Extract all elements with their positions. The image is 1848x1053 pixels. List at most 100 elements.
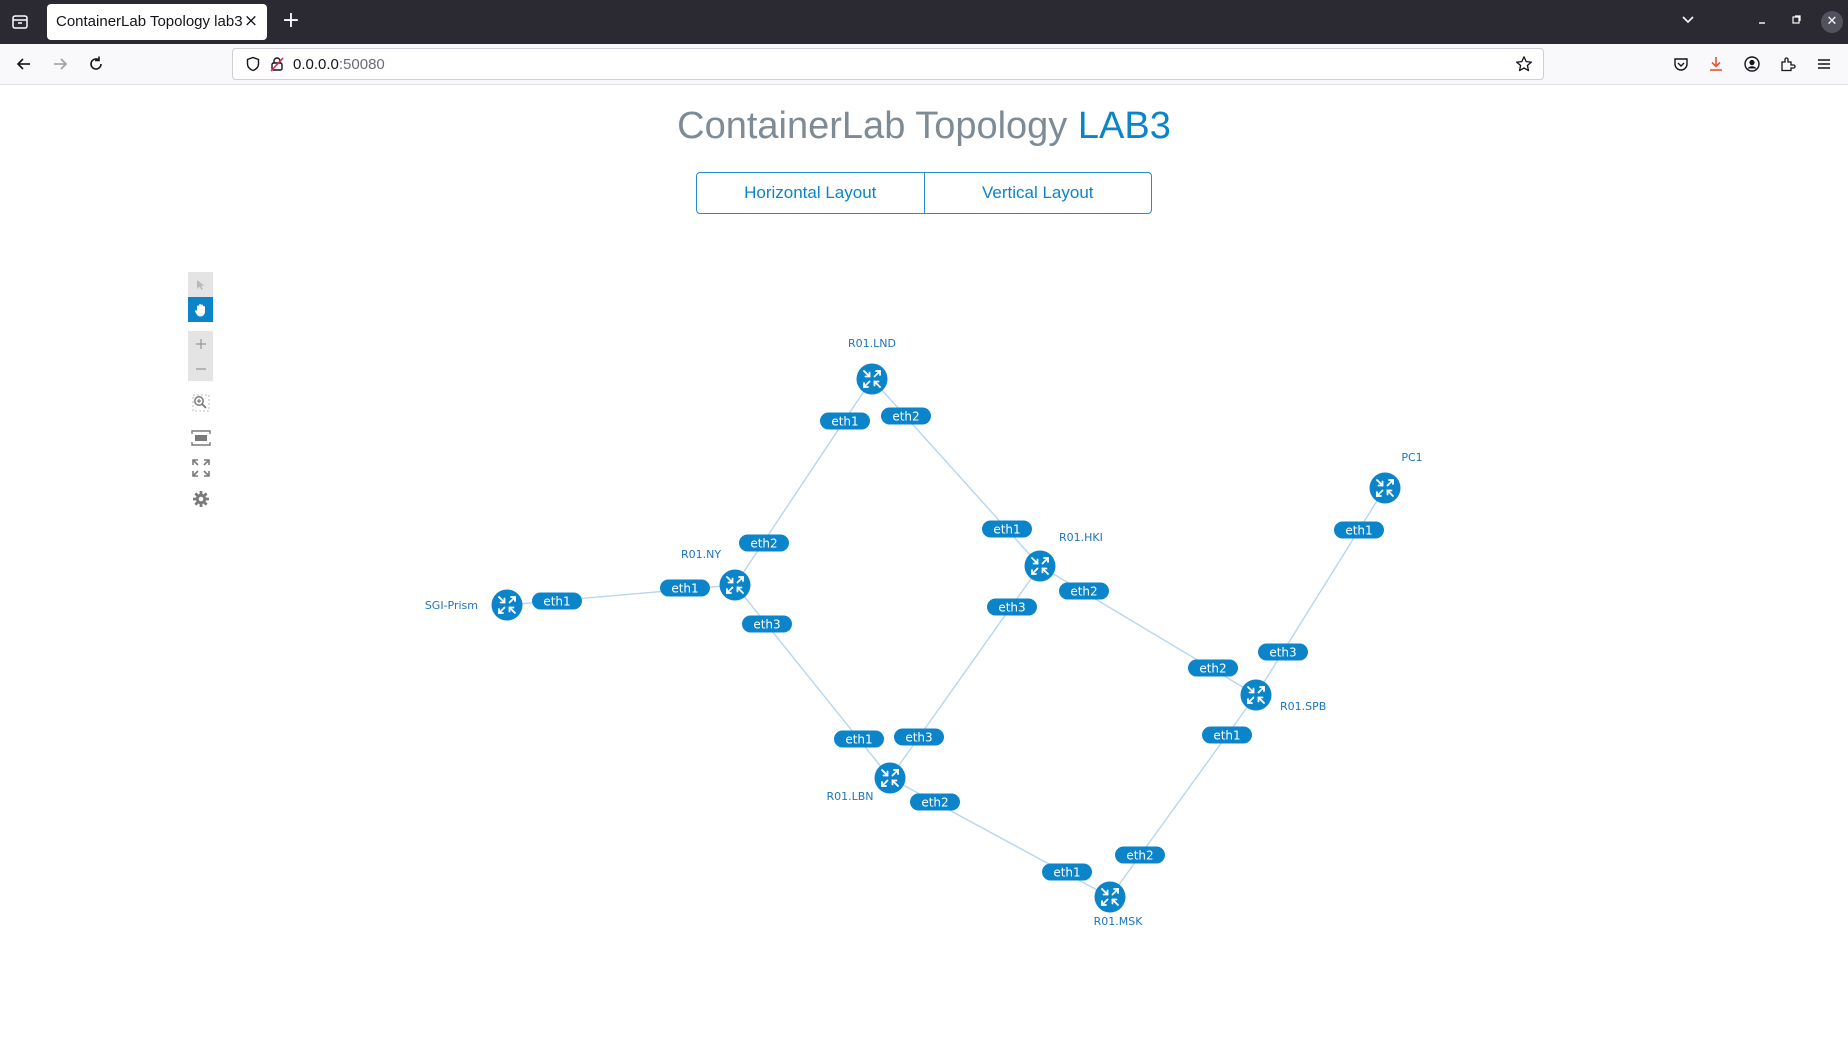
router-arrows-icon <box>1031 557 1049 575</box>
pocket-icon[interactable] <box>1669 52 1693 76</box>
port-pill <box>742 615 792 633</box>
link-pc1-spb[interactable] <box>1255 487 1386 696</box>
port-ny-eth3[interactable]: eth3 <box>742 615 792 633</box>
port-label: eth1 <box>831 414 858 428</box>
port-pill <box>894 728 944 746</box>
bookmark-star-icon[interactable] <box>1515 55 1533 77</box>
back-icon[interactable] <box>12 52 36 76</box>
pan-hand-icon[interactable] <box>188 297 213 322</box>
node-label: R01.LBN <box>826 790 873 803</box>
port-label: eth1 <box>543 594 570 608</box>
menu-icon[interactable] <box>1812 52 1836 76</box>
page-title: ContainerLab Topology LAB3 <box>0 105 1848 148</box>
node-hki[interactable]: R01.HKI <box>1024 531 1103 582</box>
port-pill <box>1059 582 1109 600</box>
new-tab-icon[interactable]: + <box>281 8 301 33</box>
link-lnd-ny[interactable] <box>734 378 873 586</box>
fullscreen-icon[interactable] <box>188 455 213 480</box>
extensions-icon[interactable] <box>1776 52 1800 76</box>
zoom-selection-icon[interactable] <box>188 390 213 415</box>
port-pill <box>982 520 1032 538</box>
port-msk-eth1[interactable]: eth1 <box>1042 863 1092 881</box>
router-arrows-icon <box>1376 479 1394 497</box>
node-sgi[interactable]: SGI-Prism <box>425 589 523 621</box>
port-hki-eth2[interactable]: eth2 <box>1059 582 1109 600</box>
port-label: eth3 <box>1269 645 1296 659</box>
router-arrows-icon <box>881 769 899 787</box>
node-label: SGI-Prism <box>425 599 478 612</box>
reload-icon[interactable] <box>84 52 108 76</box>
port-pc1-eth1[interactable]: eth1 <box>1334 521 1384 539</box>
fit-stage-icon[interactable] <box>188 425 213 450</box>
port-lbn-eth2[interactable]: eth2 <box>910 793 960 811</box>
node-msk[interactable]: R01.MSK <box>1094 881 1144 929</box>
settings-gear-icon[interactable] <box>188 486 213 511</box>
port-pill <box>1115 846 1165 864</box>
port-ny-eth1[interactable]: eth1 <box>660 579 710 597</box>
list-all-tabs-icon[interactable] <box>1678 12 1698 32</box>
node-lnd[interactable]: R01.LND <box>848 337 896 395</box>
port-msk-eth2[interactable]: eth2 <box>1115 846 1165 864</box>
port-lnd-eth2[interactable]: eth2 <box>881 407 931 425</box>
port-sgi-eth1[interactable]: eth1 <box>532 592 582 610</box>
port-label: eth1 <box>1213 728 1240 742</box>
page-title-main: ContainerLab Topology <box>677 105 1078 147</box>
restore-icon[interactable] <box>1786 12 1806 32</box>
downloads-icon[interactable] <box>1704 52 1728 76</box>
port-label: eth1 <box>845 732 872 746</box>
port-label: eth3 <box>905 730 932 744</box>
router-arrows-icon <box>726 576 744 594</box>
tracking-shield-icon[interactable] <box>245 56 261 76</box>
port-label: eth1 <box>671 581 698 595</box>
vertical-layout-button[interactable]: Vertical Layout <box>923 173 1152 213</box>
port-spb-eth2[interactable]: eth2 <box>1188 659 1238 677</box>
router-arrows-icon <box>1101 888 1119 906</box>
tab-list-icon[interactable] <box>8 10 32 34</box>
router-icon <box>491 589 523 621</box>
port-pill <box>881 407 931 425</box>
port-lbn-eth1[interactable]: eth1 <box>834 730 884 748</box>
insecure-lock-icon[interactable] <box>269 56 285 76</box>
url-host: 0.0.0.0 <box>293 56 339 73</box>
minimize-icon[interactable] <box>1752 12 1772 32</box>
forward-icon[interactable] <box>48 52 72 76</box>
url-text: 0.0.0.0:50080 <box>293 56 385 73</box>
port-lnd-eth1[interactable]: eth1 <box>820 412 870 430</box>
port-spb-eth1[interactable]: eth1 <box>1202 726 1252 744</box>
port-spb-eth3[interactable]: eth3 <box>1258 643 1308 661</box>
link-ny-lbn[interactable] <box>734 584 891 779</box>
router-icon <box>1240 679 1272 711</box>
port-hki-eth3[interactable]: eth3 <box>987 598 1037 616</box>
horizontal-layout-button[interactable]: Horizontal Layout <box>744 183 877 202</box>
zoom-in-icon[interactable] <box>188 331 213 356</box>
url-port: :50080 <box>338 56 385 73</box>
node-pc1[interactable]: PC1 <box>1369 451 1423 504</box>
port-label: eth3 <box>753 617 780 631</box>
link-hki-lbn[interactable] <box>889 565 1041 779</box>
port-ny-eth2[interactable]: eth2 <box>739 534 789 552</box>
zoom-out-icon[interactable] <box>188 356 213 381</box>
active-tab[interactable]: ContainerLab Topology lab3 × <box>47 4 267 40</box>
node-label: R01.MSK <box>1094 915 1144 928</box>
node-label: R01.SPB <box>1280 700 1326 713</box>
node-ny[interactable]: R01.NY <box>681 548 751 601</box>
port-label: eth2 <box>921 795 948 809</box>
link-spb-msk[interactable] <box>1109 694 1257 898</box>
port-label: eth2 <box>1199 661 1226 675</box>
address-bar[interactable]: 0.0.0.0:50080 <box>232 48 1544 80</box>
port-pill <box>1334 521 1384 539</box>
select-icon[interactable] <box>188 272 213 297</box>
port-hki-eth1[interactable]: eth1 <box>982 520 1032 538</box>
node-lbn[interactable]: R01.LBN <box>826 762 906 804</box>
port-pill <box>910 793 960 811</box>
browser-tab-bar: ContainerLab Topology lab3 × + ✕ <box>0 0 1848 44</box>
port-pill <box>660 579 710 597</box>
tab-close-icon[interactable]: × <box>243 11 259 31</box>
window-close-icon[interactable]: ✕ <box>1821 11 1843 33</box>
node-spb[interactable]: R01.SPB <box>1240 679 1327 714</box>
port-lbn-eth3[interactable]: eth3 <box>894 728 944 746</box>
account-icon[interactable] <box>1740 52 1764 76</box>
node-label: R01.LND <box>848 337 896 350</box>
port-label: eth2 <box>892 409 919 423</box>
